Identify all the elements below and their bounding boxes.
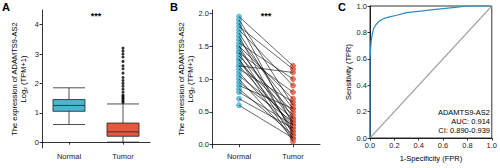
svg-text:1-Specificity (FPR): 1-Specificity (FPR): [400, 154, 463, 163]
svg-text:0.2: 0.2: [389, 141, 399, 150]
svg-text:Log₂ (TPM+1): Log₂ (TPM+1): [186, 55, 195, 102]
svg-text:1.5: 1.5: [199, 42, 209, 51]
svg-text:C: C: [338, 1, 346, 13]
svg-text:0.0: 0.0: [199, 140, 209, 149]
svg-text:AUC: 0.914: AUC: 0.914: [451, 117, 490, 126]
svg-text:0.0: 0.0: [365, 141, 375, 150]
svg-text:***: ***: [261, 11, 272, 21]
svg-text:0.8: 0.8: [462, 141, 472, 150]
svg-text:CI: 0.890-0.939: CI: 0.890-0.939: [438, 126, 490, 135]
svg-text:2.0: 2.0: [199, 9, 209, 18]
svg-text:0.8: 0.8: [357, 28, 367, 37]
svg-text:1.0: 1.0: [357, 2, 367, 11]
svg-text:1: 1: [35, 108, 39, 117]
svg-text:1.0: 1.0: [199, 75, 209, 84]
svg-text:2: 2: [35, 79, 39, 88]
svg-text:Tumor: Tumor: [112, 152, 134, 161]
svg-text:B: B: [170, 1, 178, 13]
svg-text:0.6: 0.6: [357, 54, 367, 63]
svg-text:Normal: Normal: [57, 152, 82, 161]
svg-text:A: A: [2, 1, 10, 13]
svg-text:The expression of ADAMTS9-AS2: The expression of ADAMTS9-AS2: [10, 22, 19, 135]
svg-text:ADAMTS9-AS2: ADAMTS9-AS2: [438, 108, 490, 117]
svg-text:4: 4: [35, 20, 39, 29]
svg-text:0.5: 0.5: [199, 107, 209, 116]
svg-text:1.0: 1.0: [487, 141, 497, 150]
svg-text:Tumor: Tumor: [282, 152, 304, 161]
svg-text:0: 0: [35, 138, 39, 147]
svg-text:0.0: 0.0: [356, 133, 367, 143]
svg-text:3: 3: [35, 50, 39, 59]
svg-text:0.2: 0.2: [357, 107, 367, 116]
svg-text:0.4: 0.4: [357, 81, 367, 90]
svg-text:Normal: Normal: [227, 152, 252, 161]
svg-text:Sensitivity (TPR): Sensitivity (TPR): [344, 44, 353, 100]
svg-text:***: ***: [91, 11, 102, 21]
svg-text:Log₂ (TPM+1): Log₂ (TPM+1): [19, 55, 28, 102]
svg-text:0.4: 0.4: [413, 141, 423, 150]
svg-text:The expression of ADAMTS9-AS2: The expression of ADAMTS9-AS2: [177, 22, 186, 135]
svg-text:0.6: 0.6: [438, 141, 448, 150]
